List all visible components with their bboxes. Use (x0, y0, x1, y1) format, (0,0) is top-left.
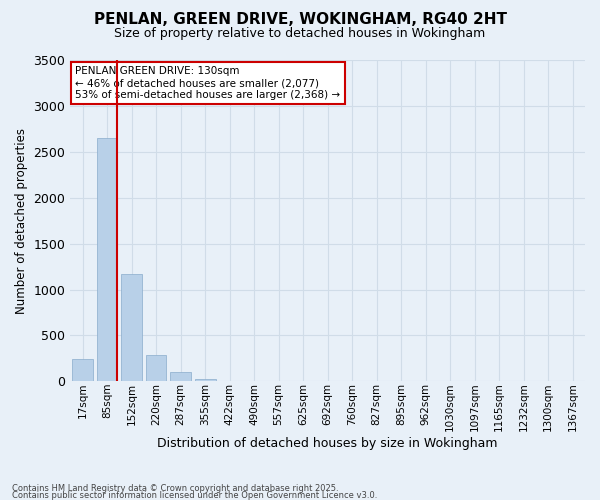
Text: Contains HM Land Registry data © Crown copyright and database right 2025.: Contains HM Land Registry data © Crown c… (12, 484, 338, 493)
Text: PENLAN, GREEN DRIVE, WOKINGHAM, RG40 2HT: PENLAN, GREEN DRIVE, WOKINGHAM, RG40 2HT (94, 12, 506, 28)
Text: Contains public sector information licensed under the Open Government Licence v3: Contains public sector information licen… (12, 490, 377, 500)
Bar (194, 378, 215, 382)
Bar (121, 274, 142, 382)
Bar (146, 354, 166, 382)
Y-axis label: Number of detached properties: Number of detached properties (15, 128, 28, 314)
Bar (97, 138, 118, 382)
Text: Size of property relative to detached houses in Wokingham: Size of property relative to detached ho… (115, 28, 485, 40)
Text: PENLAN GREEN DRIVE: 130sqm
← 46% of detached houses are smaller (2,077)
53% of s: PENLAN GREEN DRIVE: 130sqm ← 46% of deta… (76, 66, 341, 100)
Bar (72, 360, 93, 382)
Bar (170, 372, 191, 382)
X-axis label: Distribution of detached houses by size in Wokingham: Distribution of detached houses by size … (157, 437, 498, 450)
